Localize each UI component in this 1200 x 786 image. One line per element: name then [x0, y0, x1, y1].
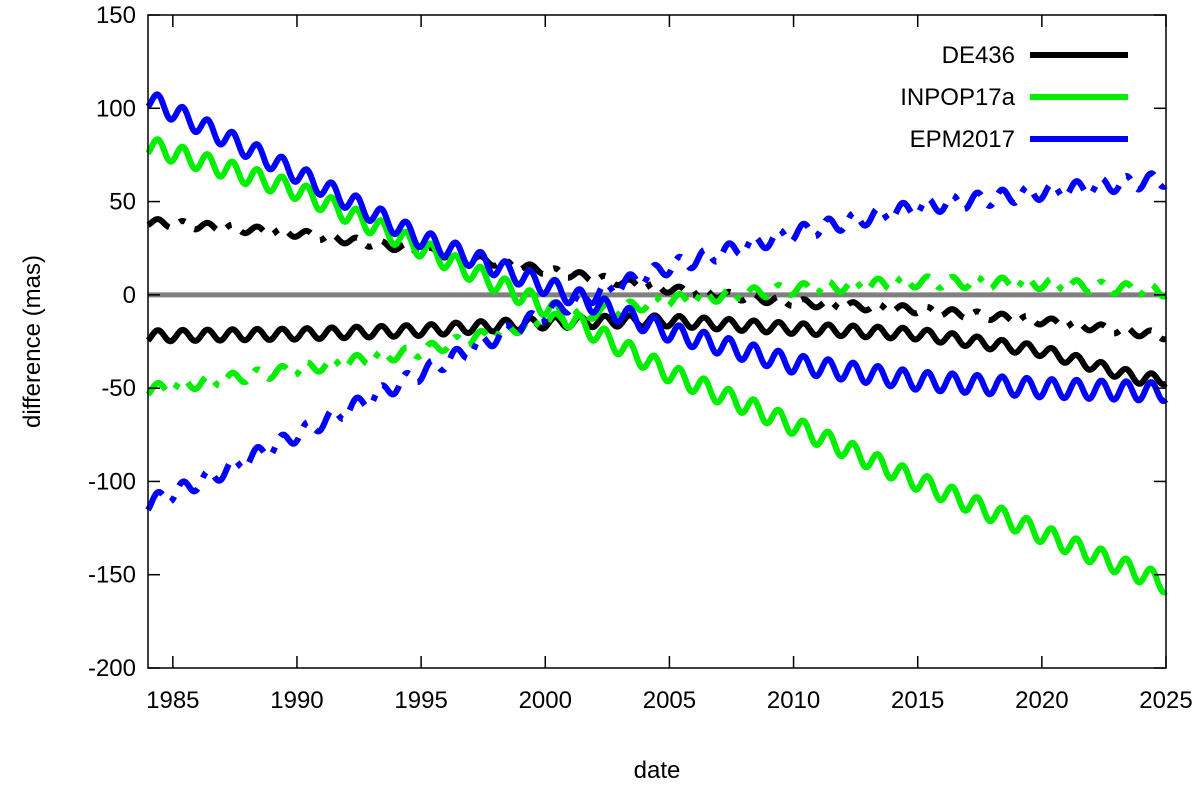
x-tick-label: 2010: [767, 687, 820, 714]
x-tick-label: 2020: [1015, 687, 1068, 714]
series-epm2017-dashdot: [145, 170, 1169, 512]
legend-label: INPOP17a: [900, 84, 1015, 111]
series-de436-dashdot: [146, 216, 1168, 343]
x-tick-label: 2000: [519, 687, 572, 714]
series-epm2017-solid: [145, 91, 1169, 405]
plot-area: [145, 91, 1169, 596]
y-tick-label: 0: [123, 282, 136, 309]
x-axis-title: date: [634, 757, 681, 784]
y-tick-label: -150: [88, 562, 136, 589]
y-tick-label: 50: [109, 189, 136, 216]
x-tick-label: 1985: [146, 687, 199, 714]
x-tick-label: 2005: [643, 687, 696, 714]
x-tick-label: 1995: [394, 687, 447, 714]
legend-label: EPM2017: [910, 126, 1015, 153]
series-inpop17a-solid: [145, 136, 1168, 596]
y-tick-label: 100: [96, 95, 136, 122]
legend-label: DE436: [942, 42, 1015, 69]
y-axis-title: difference (mas): [19, 255, 46, 428]
axis-ticks: 1985 1990 1995 2000 2005 2010 2015 2020 2025 -200…: [88, 2, 1193, 714]
y-tick-label: -50: [101, 375, 136, 402]
y-tick-label: -200: [88, 655, 136, 682]
x-tick-label: 1990: [270, 687, 323, 714]
x-tick-label: 2015: [891, 687, 944, 714]
series-inpop17a-dashdot: [145, 273, 1168, 397]
x-tick-label: 2025: [1139, 687, 1192, 714]
y-tick-label: -100: [88, 468, 136, 495]
plot-frame: [147, 14, 1167, 669]
legend: DE436 INPOP17a EPM2017: [900, 42, 1128, 153]
y-tick-label: 150: [96, 2, 136, 29]
